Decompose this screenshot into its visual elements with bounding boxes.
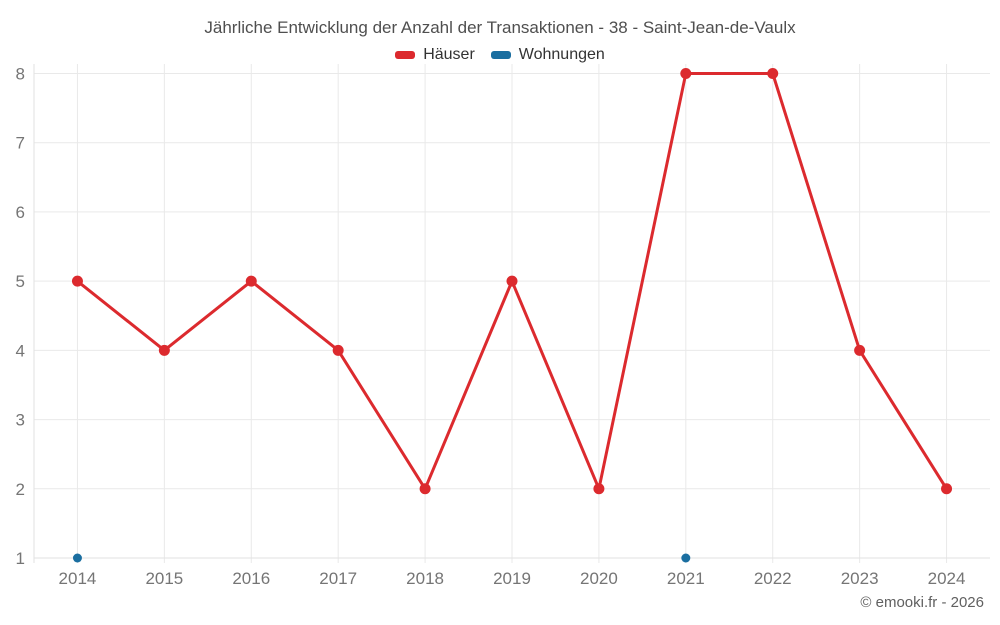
x-axis-tick-label: 2024 [928,569,966,588]
häuser-data-point[interactable] [506,275,518,287]
legend-item-haeuser[interactable]: Häuser [395,46,475,64]
x-axis-tick-label: 2022 [754,569,792,588]
häuser-data-point[interactable] [245,275,257,287]
y-axis-tick-label: 5 [16,272,25,291]
y-axis-tick-label: 8 [16,65,25,84]
x-axis-tick-label: 2016 [232,569,270,588]
häuser-data-point[interactable] [680,68,692,79]
x-axis-tick-label: 2023 [841,569,879,588]
x-axis-tick-label: 2018 [406,569,444,588]
y-axis-tick-label: 1 [16,549,25,568]
y-axis-tick-label: 3 [16,411,25,430]
wohnungen-data-point[interactable] [72,553,82,563]
wohnungen-data-point[interactable] [681,553,691,563]
häuser-data-point[interactable] [158,344,170,356]
legend-label-haeuser: Häuser [423,46,475,63]
wohnungen-series-swatch-icon [490,51,511,59]
häuser-data-point[interactable] [332,344,344,356]
legend-item-wohnungen[interactable]: Wohnungen [490,46,605,64]
x-axis-tick-label: 2014 [59,569,97,588]
legend-label-wohnungen: Wohnungen [518,46,605,63]
x-axis-tick-label: 2020 [580,569,618,588]
chart-legend: Häuser Wohnungen [0,46,1000,64]
x-axis-tick-label: 2019 [493,569,531,588]
y-axis-tick-label: 6 [16,203,25,222]
haeuser-series-swatch-icon [395,51,416,59]
copyright-watermark: © emooki.fr - 2026 [860,594,984,611]
chart-title: Jährliche Entwicklung der Anzahl der Tra… [204,18,796,37]
x-axis-tick-label: 2017 [319,569,357,588]
häuser-data-point[interactable] [767,68,779,79]
x-axis-tick-label: 2021 [667,569,705,588]
häuser-data-point[interactable] [854,344,866,356]
häuser-data-point[interactable] [593,483,605,495]
y-axis-tick-label: 2 [16,480,25,499]
x-axis-tick-label: 2015 [145,569,183,588]
y-axis-tick-label: 7 [16,134,25,153]
häuser-data-point[interactable] [71,275,83,287]
häuser-data-point[interactable] [419,483,431,495]
häuser-data-point[interactable] [941,483,953,495]
y-axis-tick-label: 4 [16,341,25,360]
